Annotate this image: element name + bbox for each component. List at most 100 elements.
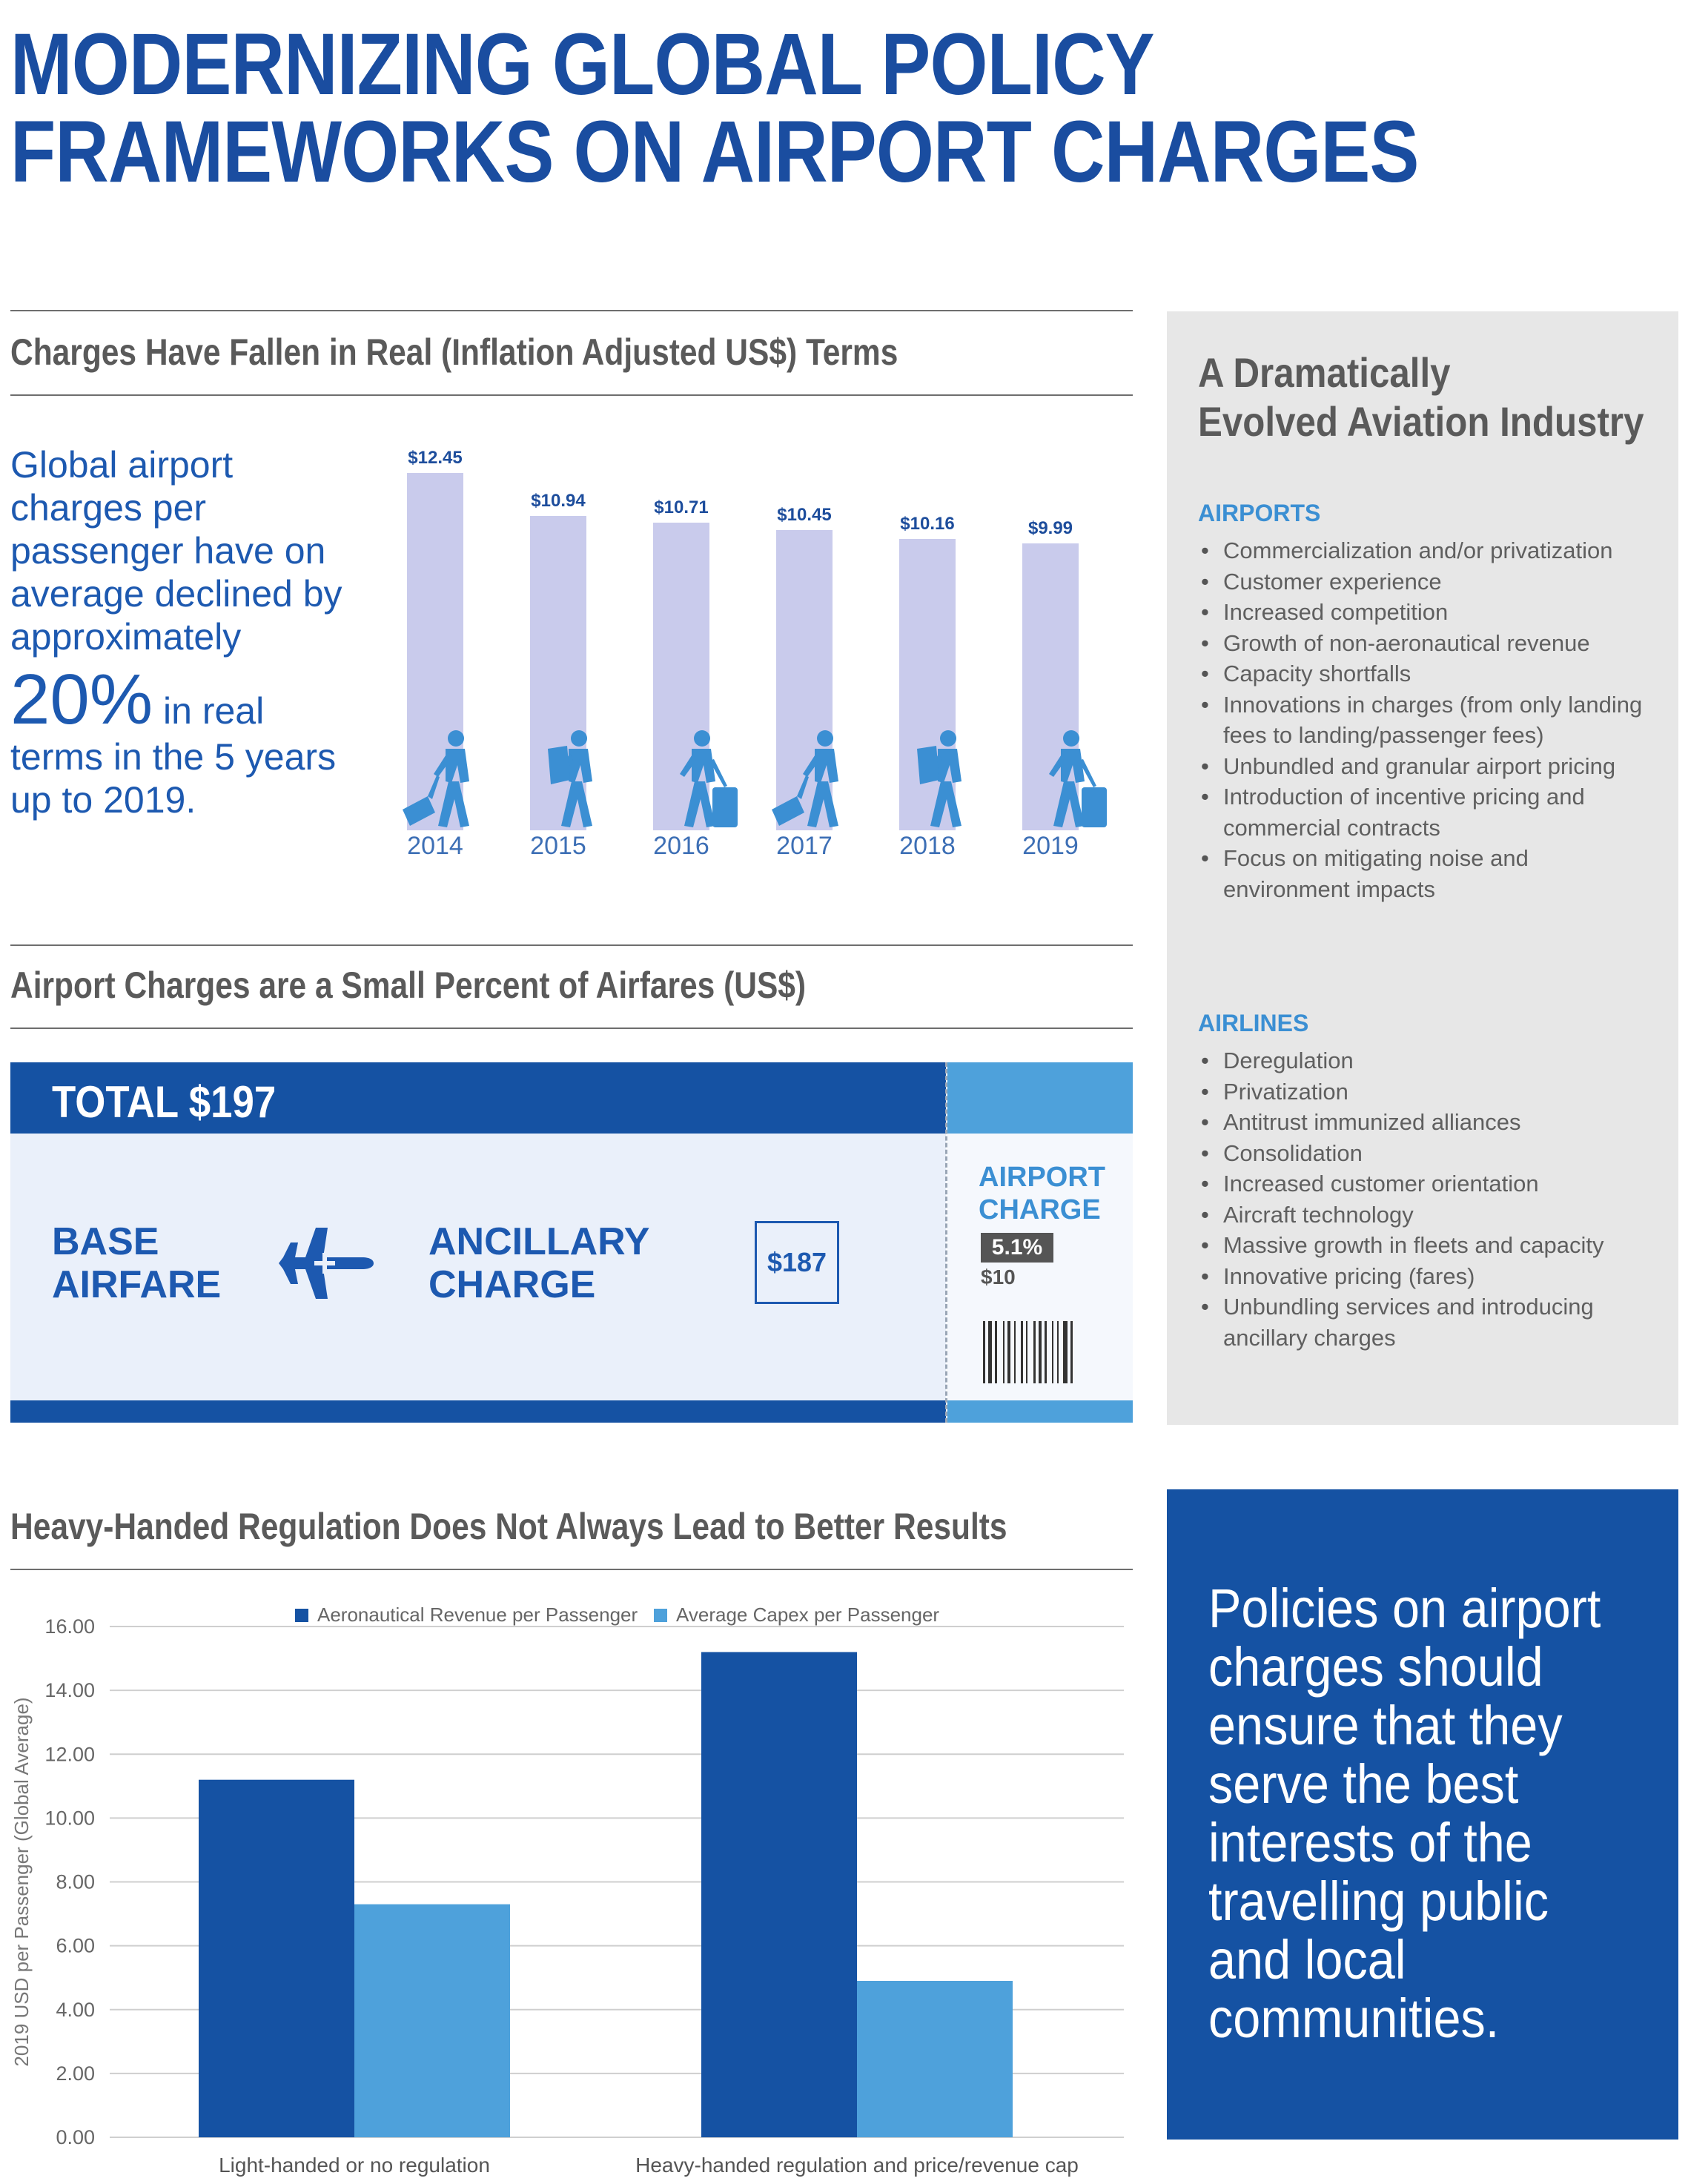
- y-tick-label: 6.00: [56, 1935, 95, 1957]
- y-tick-label: 2.00: [56, 2062, 95, 2085]
- y-tick-label: 16.00: [44, 1615, 95, 1638]
- year-tick-label: 2014: [407, 832, 463, 860]
- legend-swatch: [295, 1609, 308, 1622]
- decline-after-text: in real: [153, 690, 265, 732]
- section1-top-rule: [10, 310, 1133, 311]
- chart-bar: [653, 523, 709, 830]
- legend-swatch: [654, 1609, 667, 1622]
- bar-value-label: $10.71: [654, 497, 709, 518]
- walking-with-suitcase-icon: [917, 730, 962, 827]
- ancillary-charge-line2: CHARGE: [428, 1263, 596, 1306]
- sidebar-title-line1: A Dramatically: [1198, 349, 1451, 396]
- traveller-with-backpack-icon: [1049, 730, 1107, 827]
- decline-percentage: 20%: [10, 660, 153, 739]
- bar-value-label: $10.16: [900, 513, 955, 534]
- year-tick-label: 2018: [899, 832, 956, 860]
- sidebar-title-line2: Evolved Aviation Industry: [1198, 398, 1644, 445]
- year-tick-label: 2019: [1022, 832, 1079, 860]
- chart-bar: [857, 1980, 1013, 2137]
- ticket-header: [10, 1062, 946, 1134]
- airports-list-item: Increased competition: [1198, 597, 1643, 628]
- page-title-line2: FRAMEWORKS ON AIRPORT CHARGES: [10, 103, 1419, 201]
- section2-bottom-rule: [10, 1028, 1133, 1029]
- ticket-body: [10, 1134, 946, 1400]
- airlines-list-item: Antitrust immunized alliances: [1198, 1107, 1643, 1138]
- base-airfare-line1: BASE: [52, 1220, 159, 1263]
- airports-list-item: Capacity shortfalls: [1198, 658, 1643, 689]
- airlines-list-item: Massive growth in fleets and capacity: [1198, 1230, 1643, 1261]
- ticket-total: TOTAL $197: [52, 1077, 277, 1127]
- ticket-footer: [10, 1400, 946, 1423]
- y-tick-label: 0.00: [56, 2126, 95, 2148]
- walking-with-suitcase-icon: [403, 730, 469, 827]
- traveller-with-backpack-icon: [548, 730, 592, 827]
- barcode-icon: [983, 1321, 1073, 1383]
- y-tick-label: 4.00: [56, 1999, 95, 2021]
- ancillary-charge-line1: ANCILLARY: [428, 1220, 650, 1263]
- y-tick-label: 8.00: [56, 1871, 95, 1893]
- ticket-stub-footer: [947, 1400, 1133, 1423]
- x-category-label: Light-handed or no regulation: [219, 2154, 490, 2177]
- y-tick-label: 14.00: [44, 1679, 95, 1701]
- airlines-list-item: Unbundling services and introducing anci…: [1198, 1291, 1643, 1353]
- policy-quote-text: Policies on airport charges should ensur…: [1208, 1578, 1601, 2049]
- y-axis-label: 2019 USD per Passenger (Global Average): [10, 1697, 33, 2066]
- bar-value-label: $10.45: [777, 505, 832, 526]
- airports-list-item: Growth of non-aeronautical revenue: [1198, 628, 1643, 659]
- section3-rule: [10, 1569, 1133, 1570]
- airlines-list-item: Privatization: [1198, 1076, 1643, 1108]
- regulation-bar-chart: 0.00 2.00 4.00 6.00 8.00 10.00 12.00 14.00 16.00…: [10, 1604, 1124, 2177]
- ancillary-charge-label: ANCILLARY CHARGE: [428, 1220, 650, 1306]
- airport-charge-label: AIRPORT CHARGE: [979, 1161, 1105, 1226]
- bar-value-label: $12.45: [408, 448, 463, 468]
- section3-heading: Heavy-Handed Regulation Does Not Always …: [10, 1506, 1007, 1547]
- page-title: MODERNIZING GLOBAL POLICY FRAMEWORKS ON …: [10, 21, 1422, 196]
- section2-top-rule: [10, 944, 1133, 946]
- airport-charge-amount: $10: [981, 1265, 1016, 1288]
- airports-list-item: Introduction of incentive pricing and co…: [1198, 781, 1643, 843]
- airport-charge-line2: CHARGE: [979, 1194, 1101, 1225]
- airlines-heading: AIRLINES: [1198, 1010, 1309, 1036]
- section2-heading: Airport Charges are a Small Percent of A…: [10, 964, 807, 1006]
- year-tick-label: 2017: [776, 832, 833, 860]
- airports-list-item: Innovations in charges (from only landin…: [1198, 689, 1643, 751]
- sidebar-title: A Dramatically Evolved Aviation Industry: [1198, 348, 1644, 446]
- chart-bar: [199, 1779, 354, 2137]
- chart-bar: [701, 1652, 857, 2137]
- bar-value-label: $9.99: [1027, 518, 1073, 539]
- airlines-list-item: Consolidation: [1198, 1138, 1643, 1169]
- section1-heading: Charges Have Fallen in Real (Inflation A…: [10, 331, 898, 373]
- base-airfare-line2: AIRFARE: [52, 1263, 222, 1306]
- y-tick-label: 12.00: [44, 1743, 95, 1765]
- year-tick-label: 2016: [653, 832, 709, 860]
- ticket-perforation: [945, 1062, 947, 1423]
- airports-list-item: Unbundled and granular airport pricing: [1198, 751, 1643, 782]
- page-title-line1: MODERNIZING GLOBAL POLICY: [10, 16, 1155, 113]
- x-category-label: Heavy-handed regulation and price/revenu…: [635, 2154, 1079, 2177]
- airports-list-item: Customer experience: [1198, 566, 1643, 598]
- policy-quote-box: [1167, 1489, 1678, 2140]
- airports-list: Commercialization and/or privatizationCu…: [1198, 535, 1643, 904]
- traveller-with-luggage-cart-icon: [680, 730, 738, 827]
- base-airfare-label: BASE AIRFARE: [52, 1220, 221, 1306]
- airports-heading: AIRPORTS: [1198, 500, 1321, 526]
- decline-highlight: 20% in real: [10, 664, 381, 735]
- year-tick-label: 2015: [530, 832, 586, 860]
- bar-value-label: $10.94: [531, 491, 586, 512]
- fare-value-box: $187: [755, 1221, 839, 1304]
- airport-charge-line1: AIRPORT: [979, 1162, 1105, 1193]
- decline-end-text: terms in the 5 years up to 2019.: [10, 736, 337, 821]
- ticket-stub-header: [947, 1062, 1133, 1134]
- legend-label: Average Capex per Passenger: [676, 1604, 939, 1626]
- airlines-list-item: Aircraft technology: [1198, 1199, 1643, 1231]
- airports-list-item: Commercialization and/or privatization: [1198, 535, 1643, 566]
- airlines-list-item: Innovative pricing (fares): [1198, 1261, 1643, 1292]
- airlines-list-item: Increased customer orientation: [1198, 1168, 1643, 1199]
- airports-list-item: Focus on mitigating noise and environmen…: [1198, 843, 1643, 904]
- airlines-list: DeregulationPrivatizationAntitrust immun…: [1198, 1045, 1643, 1353]
- airlines-list-item: Deregulation: [1198, 1045, 1643, 1076]
- airplane-icon: [279, 1228, 374, 1299]
- backpacker-icon: [772, 730, 838, 827]
- airport-charge-percent-badge: 5.1%: [981, 1233, 1053, 1263]
- decline-summary: Global airport charges per passenger hav…: [10, 443, 381, 821]
